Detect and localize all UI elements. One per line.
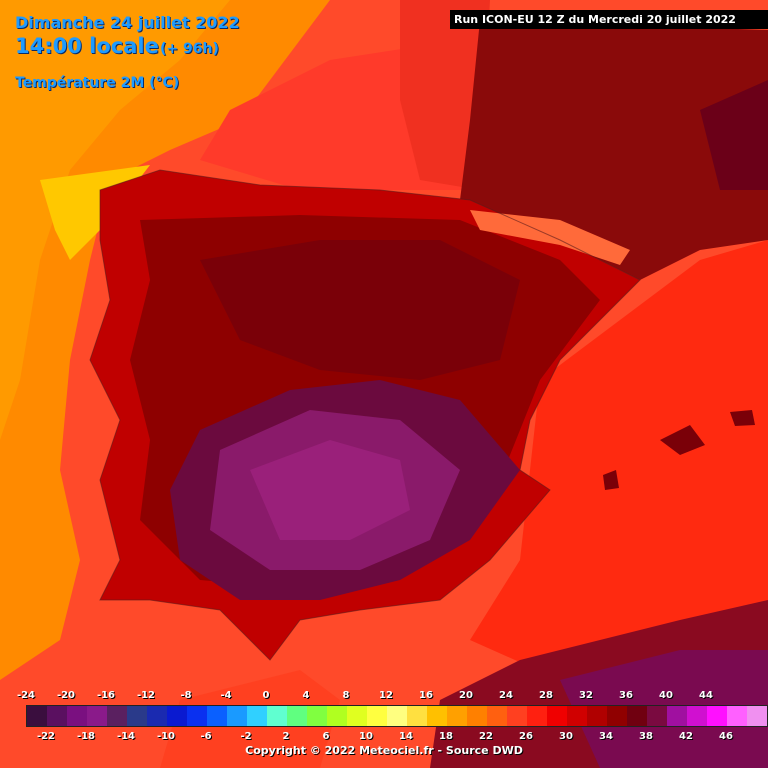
legend-swatch bbox=[427, 706, 447, 726]
legend-swatch bbox=[367, 706, 387, 726]
legend-swatch bbox=[47, 706, 67, 726]
legend-tick-label: 20 bbox=[459, 690, 473, 701]
legend-swatch bbox=[467, 706, 487, 726]
legend-swatch bbox=[347, 706, 367, 726]
legend-swatch bbox=[267, 706, 287, 726]
legend-tick-label: 30 bbox=[559, 731, 573, 742]
legend-swatch bbox=[747, 706, 767, 726]
legend-tick-label: 4 bbox=[302, 690, 310, 701]
legend-tick-label: 36 bbox=[619, 690, 633, 701]
legend-swatch bbox=[27, 706, 47, 726]
legend-swatch bbox=[527, 706, 547, 726]
legend-swatch bbox=[707, 706, 727, 726]
legend-tick-label: -8 bbox=[180, 690, 192, 701]
color-legend: -24 -20 -16 -12 -8 -4 0 4 8 12 16 20 24 28 32 36 40 44 -2… bbox=[0, 686, 768, 768]
forecast-date: Dimanche 24 juillet 2022 bbox=[15, 13, 240, 32]
legend-tick-label: -18 bbox=[76, 731, 96, 742]
legend-tick-label: 10 bbox=[359, 731, 373, 742]
legend-swatch bbox=[507, 706, 527, 726]
legend-swatch bbox=[147, 706, 167, 726]
legend-tick-label: -10 bbox=[156, 731, 176, 742]
legend-tick-label: 40 bbox=[659, 690, 673, 701]
legend-swatch bbox=[207, 706, 227, 726]
variable-label: Température 2M (°C) bbox=[15, 75, 180, 91]
legend-tick-label: 14 bbox=[399, 731, 413, 742]
legend-color-bar bbox=[26, 705, 768, 727]
legend-swatch bbox=[667, 706, 687, 726]
legend-swatch bbox=[107, 706, 127, 726]
legend-swatch bbox=[567, 706, 587, 726]
legend-tick-label: -16 bbox=[96, 690, 116, 701]
legend-swatch bbox=[547, 706, 567, 726]
legend-swatch bbox=[647, 706, 667, 726]
run-label: Run ICON-EU 12 Z du Mercredi 20 juillet … bbox=[450, 10, 768, 29]
legend-swatch bbox=[687, 706, 707, 726]
legend-tick-label: 32 bbox=[579, 690, 593, 701]
legend-tick-label: 22 bbox=[479, 731, 493, 742]
legend-tick-label: -2 bbox=[240, 731, 252, 742]
legend-swatch bbox=[167, 706, 187, 726]
legend-tick-label: 0 bbox=[262, 690, 270, 701]
legend-tick-label: 28 bbox=[539, 690, 553, 701]
legend-tick-label: 34 bbox=[599, 731, 613, 742]
legend-tick-label: -24 bbox=[16, 690, 36, 701]
legend-tick-label: -14 bbox=[116, 731, 136, 742]
legend-tick-label: 24 bbox=[499, 690, 513, 701]
legend-tick-label: -4 bbox=[220, 690, 232, 701]
legend-tick-label: -6 bbox=[200, 731, 212, 742]
forecast-offset: (+ 96h) bbox=[160, 41, 219, 57]
legend-swatch bbox=[287, 706, 307, 726]
legend-swatch bbox=[247, 706, 267, 726]
legend-tick-label: 8 bbox=[342, 690, 350, 701]
legend-tick-label: 42 bbox=[679, 731, 693, 742]
legend-tick-label: 26 bbox=[519, 731, 533, 742]
legend-tick-label: 46 bbox=[719, 731, 733, 742]
legend-swatch bbox=[87, 706, 107, 726]
legend-tick-label: -20 bbox=[56, 690, 76, 701]
legend-tick-label: 44 bbox=[699, 690, 713, 701]
legend-swatch bbox=[187, 706, 207, 726]
legend-swatch bbox=[307, 706, 327, 726]
legend-tick-label: 16 bbox=[419, 690, 433, 701]
legend-tick-label: 6 bbox=[322, 731, 330, 742]
copyright: Copyright © 2022 Meteociel.fr - Source D… bbox=[245, 744, 523, 757]
legend-swatch bbox=[327, 706, 347, 726]
legend-swatch bbox=[387, 706, 407, 726]
legend-swatch bbox=[127, 706, 147, 726]
legend-swatch bbox=[487, 706, 507, 726]
legend-swatch bbox=[227, 706, 247, 726]
legend-tick-label: 2 bbox=[282, 731, 290, 742]
legend-swatch bbox=[447, 706, 467, 726]
legend-swatch bbox=[67, 706, 87, 726]
legend-tick-label: 18 bbox=[439, 731, 453, 742]
legend-swatch bbox=[607, 706, 627, 726]
legend-swatch bbox=[627, 706, 647, 726]
legend-tick-label: -22 bbox=[36, 731, 56, 742]
legend-tick-label: 38 bbox=[639, 731, 653, 742]
forecast-time: 14:00 locale bbox=[15, 34, 159, 58]
legend-swatch bbox=[407, 706, 427, 726]
legend-tick-label: 12 bbox=[379, 690, 393, 701]
legend-swatch bbox=[727, 706, 747, 726]
legend-tick-label: -12 bbox=[136, 690, 156, 701]
legend-swatch bbox=[587, 706, 607, 726]
